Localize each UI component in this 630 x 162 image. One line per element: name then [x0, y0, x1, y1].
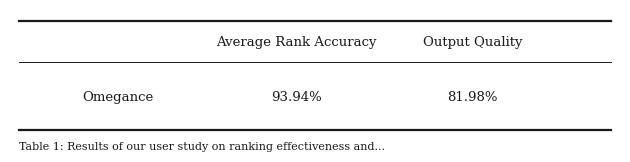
Text: 81.98%: 81.98% — [447, 91, 498, 104]
Text: Table 1: Results of our user study on ranking effectiveness and...: Table 1: Results of our user study on ra… — [19, 142, 385, 152]
Text: Output Quality: Output Quality — [423, 36, 522, 49]
Text: Omegance: Omegance — [82, 91, 153, 104]
Text: 93.94%: 93.94% — [271, 91, 321, 104]
Text: Average Rank Accuracy: Average Rank Accuracy — [216, 36, 376, 49]
